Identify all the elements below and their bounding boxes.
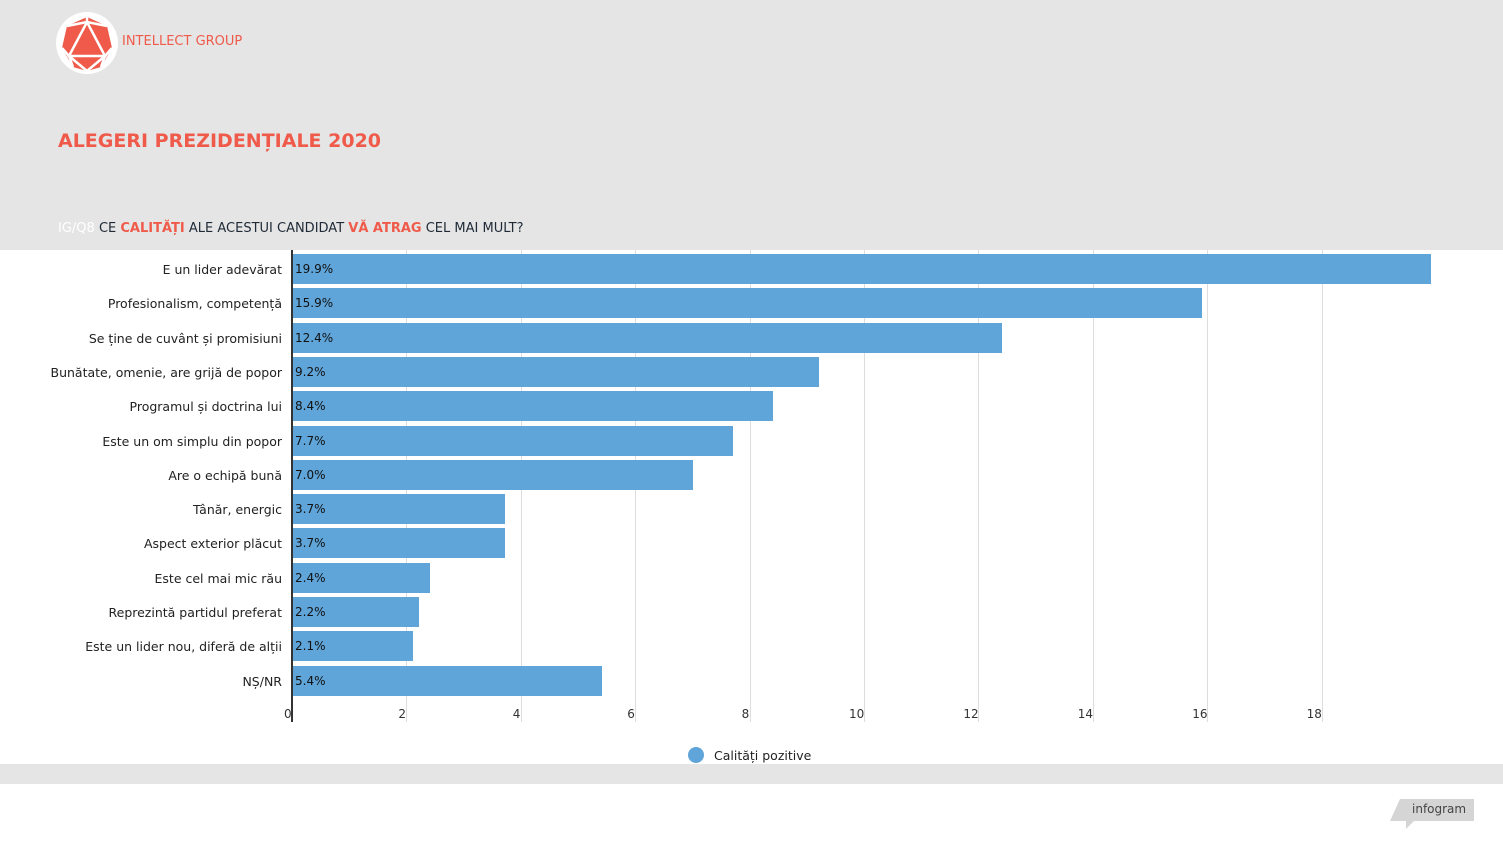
bar[interactable] — [293, 425, 734, 456]
legend-label: Calități pozitive — [714, 747, 812, 763]
gridline — [1321, 250, 1323, 722]
bar[interactable] — [293, 494, 505, 525]
bar-value-label: 12.4% — [295, 330, 334, 345]
category-label: Are o echipă bună — [168, 467, 282, 483]
infogram-label: infogram — [1412, 802, 1467, 816]
category-label: Aspect exterior plăcut — [143, 536, 282, 552]
legend-dot-icon — [688, 747, 704, 763]
page-title: ALEGERI PREZIDENȚIALE 2020 — [58, 130, 382, 152]
category-label: Profesionalism, competență — [107, 296, 282, 312]
bar-chart: 0 2 4 6 8 10 12 14 16 18 E un lider adevărat 19.9% P… — [0, 250, 1503, 730]
bar[interactable] — [293, 665, 602, 696]
x-tick-label: 4 — [512, 707, 521, 721]
bar[interactable] — [293, 288, 1203, 319]
gridline — [1207, 250, 1209, 722]
question-highlight: CALITĂȚI — [120, 221, 185, 236]
x-tick-label: 16 — [1192, 707, 1208, 721]
category-label: Bunătate, omenie, are grijă de popor — [50, 364, 282, 380]
question-text: CE — [98, 221, 117, 236]
bar-value-label: 3.7% — [295, 536, 326, 551]
brand-name: INTELLECT GROUP — [122, 34, 243, 49]
bar[interactable] — [293, 356, 820, 387]
x-tick-label: 18 — [1306, 707, 1322, 721]
question-text: CEL MAI MULT? — [425, 221, 524, 236]
bar[interactable] — [293, 322, 1003, 353]
category-label: Reprezintă partidul preferat — [108, 605, 283, 620]
x-tick-label: 8 — [741, 707, 750, 721]
gridline — [749, 250, 751, 722]
bar[interactable] — [293, 391, 774, 422]
x-tick-label: 0 — [284, 707, 292, 721]
bar[interactable] — [293, 631, 414, 662]
x-tick-label: 12 — [963, 707, 979, 721]
y-axis-line — [291, 250, 293, 722]
bar-value-label: 8.4% — [295, 399, 326, 414]
category-label: Tânăr, energic — [192, 502, 282, 518]
bar[interactable] — [293, 254, 1432, 284]
bar[interactable] — [293, 562, 431, 593]
header: INTELLECT GROUP ALEGERI PREZIDENȚIALE 20… — [0, 0, 1503, 250]
category-label: NȘ/NR — [242, 673, 282, 689]
category-label: Este un lider nou, diferă de alții — [85, 639, 282, 655]
bar-value-label: 5.4% — [295, 673, 326, 688]
infogram-badge[interactable]: infogram — [1390, 799, 1474, 829]
category-label: Este cel mai mic rău — [154, 570, 282, 586]
x-tick-label: 14 — [1077, 707, 1094, 721]
bar-value-label: 2.1% — [295, 639, 326, 654]
question-text: ALE ACESTUI CANDIDAT — [188, 221, 345, 236]
category-label: Se ține de cuvânt și promisiuni — [88, 330, 282, 346]
gridline — [1092, 250, 1094, 722]
question-highlight: VĂ ATRAG — [348, 221, 422, 236]
footer-band — [0, 764, 1503, 784]
badge-shape-icon — [1390, 799, 1474, 829]
bar-value-label: 7.0% — [295, 467, 326, 482]
bar-value-label: 2.2% — [295, 605, 326, 619]
bar-value-label: 9.2% — [295, 364, 326, 379]
question-code: IG/Q8 — [58, 221, 95, 236]
gridline — [864, 250, 865, 722]
bar[interactable] — [293, 597, 419, 627]
bar-value-label: 2.4% — [295, 570, 326, 585]
category-label: Este un om simplu din popor — [102, 433, 282, 449]
gridline — [978, 250, 980, 722]
legend[interactable]: Calități pozitive — [688, 747, 811, 763]
x-tick-label: 2 — [398, 707, 407, 721]
bar-value-label: 3.7% — [295, 502, 326, 517]
category-label: Programul și doctrina lui — [129, 399, 282, 415]
bar-value-label: 7.7% — [295, 433, 326, 448]
bar-value-label: 19.9% — [295, 262, 334, 276]
category-label: E un lider adevărat — [162, 262, 282, 277]
x-tick-label: 10 — [849, 707, 865, 721]
chart-question: IG/Q8 CE CALITĂȚI ALE ACESTUI CANDIDAT V… — [58, 221, 524, 236]
bar[interactable] — [293, 528, 505, 559]
x-tick-label: 6 — [627, 707, 635, 721]
bar[interactable] — [293, 459, 694, 490]
logo-icon — [56, 12, 118, 74]
bar-value-label: 15.9% — [295, 296, 334, 311]
